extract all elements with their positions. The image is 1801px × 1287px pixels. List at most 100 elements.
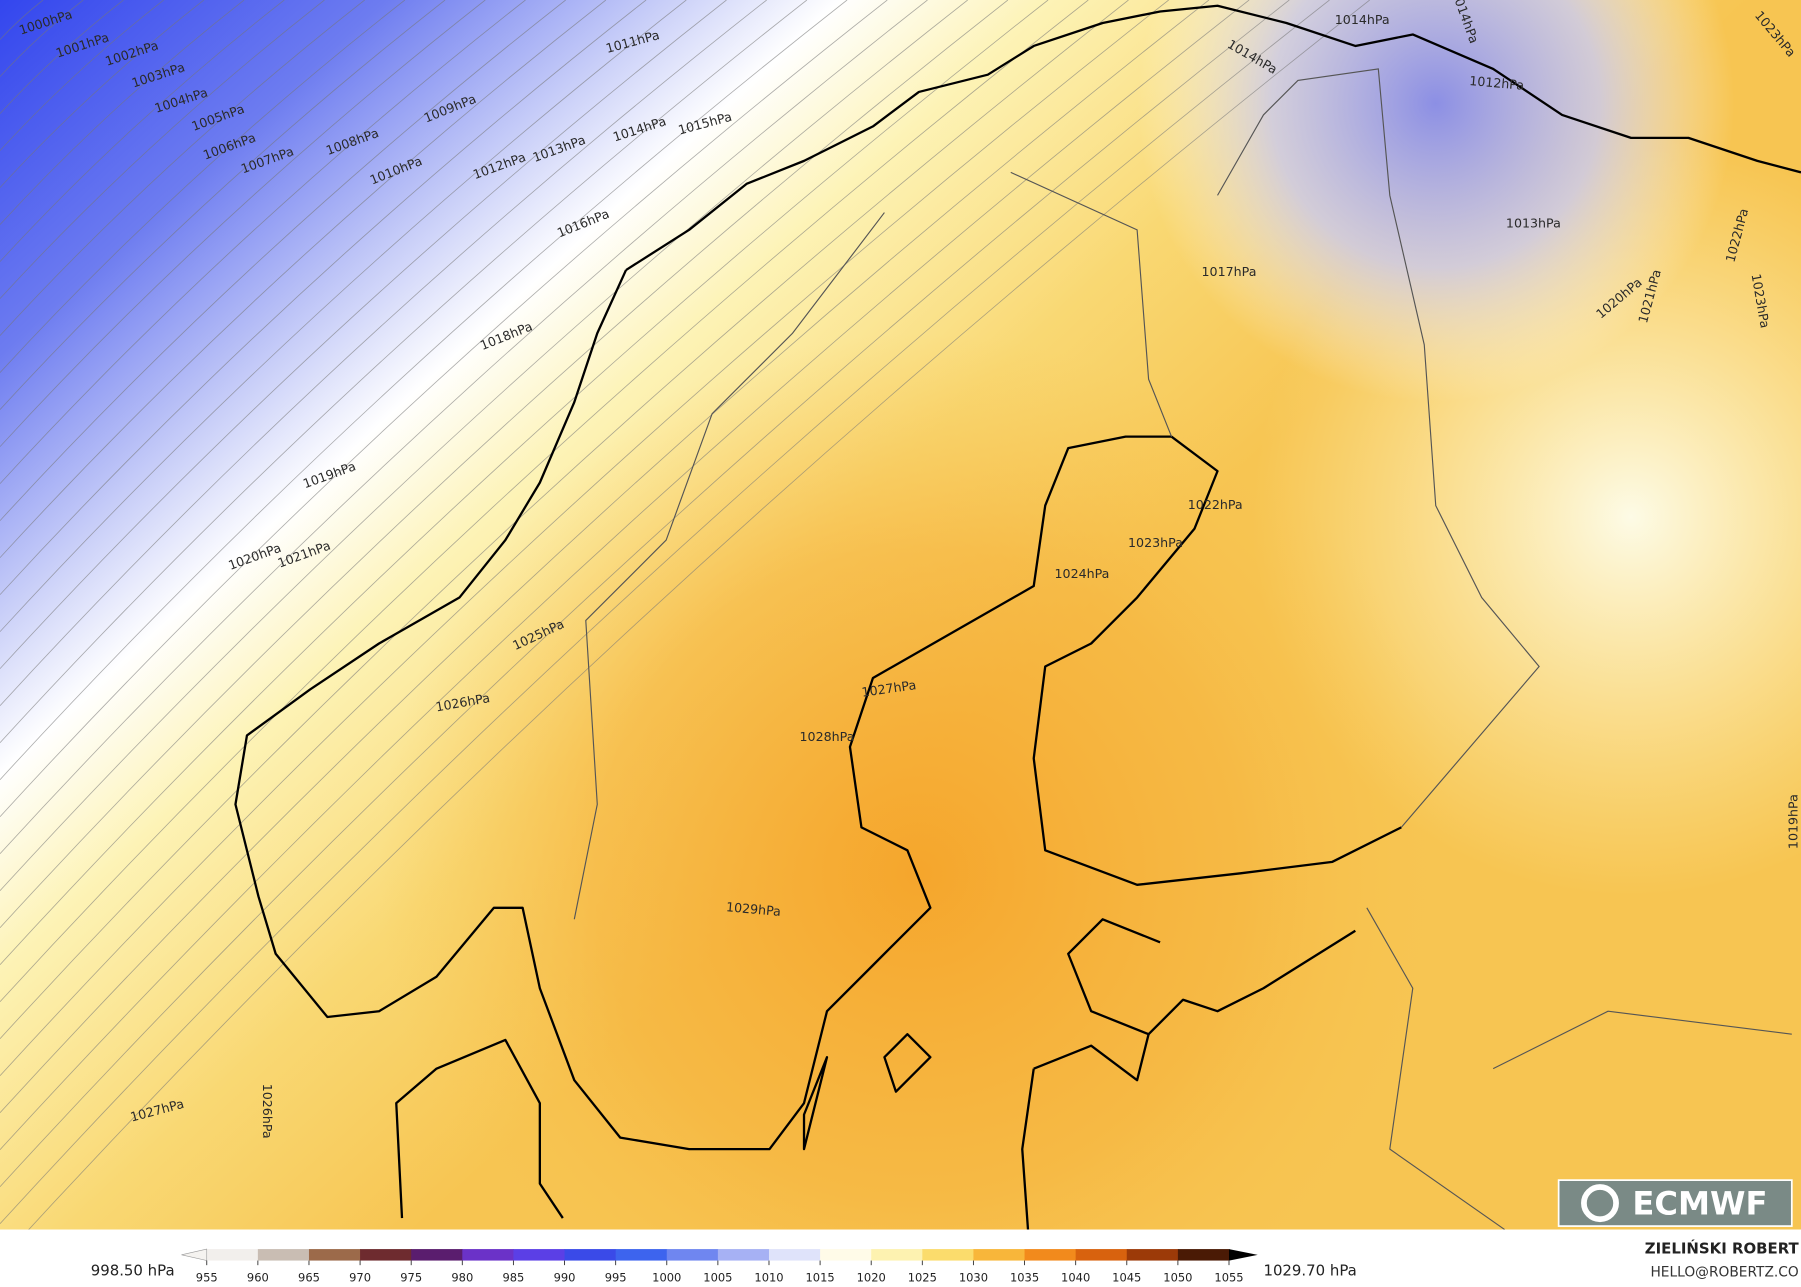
colorbar-cell bbox=[206, 1249, 259, 1261]
author: ZIELIŃSKI ROBERT bbox=[1645, 1240, 1800, 1258]
isobar-line bbox=[0, 0, 365, 336]
isobar-line bbox=[0, 0, 285, 262]
colorbar-cell bbox=[1177, 1249, 1230, 1261]
isobar-line bbox=[0, 0, 1370, 1261]
isobar-line bbox=[0, 0, 1169, 1076]
colorbar-tip bbox=[1228, 1249, 1258, 1261]
colorbar-cell bbox=[360, 1249, 412, 1261]
colorbar-tick-label: 965 bbox=[298, 1270, 320, 1284]
isobar-line bbox=[0, 0, 968, 891]
isobar-line bbox=[0, 0, 164, 151]
colorbar-tick-label: 970 bbox=[349, 1270, 371, 1284]
isobar-line bbox=[0, 0, 848, 780]
colorbar-tick-label: 980 bbox=[451, 1270, 473, 1284]
isobar-label: 1023hPa bbox=[1128, 535, 1183, 550]
colorbar-cell bbox=[615, 1249, 668, 1261]
isobar-label: 1017hPa bbox=[1202, 264, 1257, 279]
colorbar-tick-label: 1025 bbox=[908, 1270, 937, 1284]
colorbar-tick-label: 975 bbox=[400, 1270, 422, 1284]
colorbar-tick-label: 1005 bbox=[703, 1270, 732, 1284]
isobar-line bbox=[0, 0, 808, 743]
isobar-line bbox=[0, 0, 1009, 928]
colorbar-cell bbox=[513, 1249, 566, 1261]
colorbar-tick-label: 1015 bbox=[806, 1270, 835, 1284]
contact: HELLO@ROBERTZ.CO bbox=[1650, 1265, 1798, 1281]
colorbar-tick-label: 1000 bbox=[652, 1270, 681, 1284]
isobar-line bbox=[0, 0, 1330, 1224]
colorbar-cell bbox=[1024, 1249, 1077, 1261]
colorbar-tick-label: 1040 bbox=[1061, 1270, 1090, 1284]
isobar-line bbox=[0, 0, 1089, 1002]
colorbar-tick-label: 1045 bbox=[1112, 1270, 1141, 1284]
colorbar-cell bbox=[973, 1249, 1026, 1261]
isobar-line bbox=[0, 0, 325, 299]
isobar-line bbox=[0, 0, 566, 521]
isobar-label: 1013hPa bbox=[1506, 216, 1561, 231]
isobar-line bbox=[0, 0, 888, 817]
logo-box: ECMWF bbox=[1557, 1179, 1793, 1227]
isobar-label: 1029hPa bbox=[726, 899, 782, 919]
colorbar-tick-label: 985 bbox=[502, 1270, 524, 1284]
colorbar-cell bbox=[922, 1249, 975, 1261]
colorbar-cell bbox=[666, 1249, 719, 1261]
colorbar-tick-label: 1020 bbox=[857, 1270, 886, 1284]
isobar-line bbox=[0, 0, 406, 373]
isobar-label: 1019hPa bbox=[1786, 794, 1801, 849]
isobar-line bbox=[0, 0, 647, 595]
isobar-line bbox=[0, 0, 446, 410]
isobar-line bbox=[0, 0, 1129, 1039]
colorbar-cell bbox=[564, 1249, 617, 1261]
pressure-field bbox=[0, 0, 1801, 1230]
colorbar: 955 960 965 970 975 980 985 990 995 1000 1005 1010 1… bbox=[181, 1248, 1258, 1284]
isobar-line bbox=[0, 0, 767, 706]
colorbar-cell bbox=[820, 1249, 872, 1261]
colorbar-tip bbox=[181, 1248, 208, 1261]
isobar-line bbox=[0, 0, 1250, 1150]
colorbar-tick-label: 1010 bbox=[754, 1270, 783, 1284]
colorbar-tick-label: 1050 bbox=[1163, 1270, 1192, 1284]
isobar-line bbox=[0, 0, 84, 77]
max-label: 1029.70 hPa bbox=[1263, 1262, 1356, 1280]
colorbar-cell bbox=[411, 1249, 463, 1261]
isobar-label: 1014hPa bbox=[1335, 12, 1390, 27]
colorbar-cell bbox=[462, 1249, 514, 1261]
isobar-line bbox=[0, 0, 727, 669]
colorbar-tick-label: 955 bbox=[196, 1270, 218, 1284]
isobar-line bbox=[0, 0, 486, 447]
colorbar-cell bbox=[768, 1249, 821, 1261]
colorbar-cell bbox=[1075, 1249, 1128, 1261]
isobars bbox=[0, 0, 1370, 1261]
isobar-line bbox=[0, 0, 205, 188]
colorbar-cell bbox=[308, 1249, 361, 1261]
colorbar-tick-label: 1055 bbox=[1214, 1270, 1243, 1284]
isobar-label: 1012hPa bbox=[1469, 73, 1525, 93]
colorbar-cell bbox=[1126, 1249, 1179, 1261]
isobar-line bbox=[0, 0, 124, 114]
isobar-line bbox=[0, 0, 1049, 965]
colorbar-tick-label: 995 bbox=[605, 1270, 627, 1284]
isobar-line bbox=[0, 0, 245, 225]
isobar-line bbox=[0, 0, 607, 558]
isobar-line bbox=[0, 0, 1290, 1187]
colorbar-tick-label: 960 bbox=[247, 1270, 269, 1284]
colorbar-cell bbox=[257, 1249, 310, 1261]
min-label: 998.50 hPa bbox=[91, 1262, 175, 1280]
isobar-line bbox=[0, 0, 687, 632]
colorbar-cell bbox=[871, 1249, 923, 1261]
logo-text: ECMWF bbox=[1632, 1185, 1767, 1223]
isobar-label: 1022hPa bbox=[1188, 497, 1243, 512]
colorbar-tick-label: 1035 bbox=[1010, 1270, 1039, 1284]
isobar-label: 1026hPa bbox=[260, 1084, 275, 1139]
colorbar-tick-label: 1030 bbox=[959, 1270, 988, 1284]
colorbar-tick-label: 990 bbox=[554, 1270, 576, 1284]
isobar-label: 1028hPa bbox=[800, 729, 855, 744]
colorbar-cell bbox=[717, 1249, 770, 1261]
borders bbox=[573, 68, 1792, 1231]
isobar-line bbox=[0, 0, 526, 484]
isobar-label: 1024hPa bbox=[1055, 566, 1110, 581]
isobar-line bbox=[0, 0, 1210, 1113]
coastlines bbox=[234, 4, 1801, 1230]
isobar-line bbox=[0, 0, 928, 854]
